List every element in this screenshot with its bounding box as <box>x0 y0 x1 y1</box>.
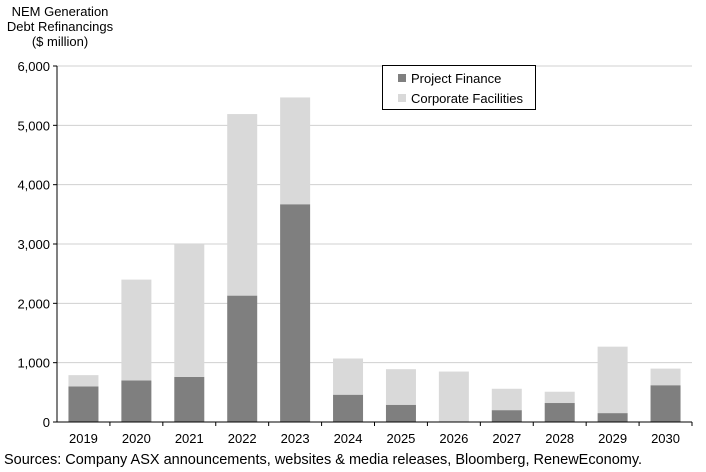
y-tick-label-1000: 1,000 <box>17 356 50 371</box>
y-tick-label-0: 0 <box>43 415 50 430</box>
x-tick-label-2024: 2024 <box>334 431 363 446</box>
x-tick-label-2023: 2023 <box>281 431 310 446</box>
y-tick-label-4000: 4,000 <box>17 178 50 193</box>
y-axis-title: NEM Generation Debt Refinancings ($ mill… <box>0 4 120 49</box>
y-axis-title-line-1: NEM Generation <box>11 4 109 19</box>
legend-item-corporate-facilities: Corporate Facilities <box>398 90 523 106</box>
bar-corporate-facilities-2022 <box>227 114 258 296</box>
y-tick-label-3000: 3,000 <box>17 237 50 252</box>
x-tick-label-2021: 2021 <box>175 431 204 446</box>
bar-project-finance-2030 <box>650 385 681 422</box>
y-tick-label-6000: 6,000 <box>17 59 50 74</box>
bar-corporate-facilities-2021 <box>174 244 205 377</box>
x-tick-label-2022: 2022 <box>228 431 257 446</box>
y-tick-label-2000: 2,000 <box>17 296 50 311</box>
bar-project-finance-2029 <box>597 413 628 422</box>
x-tick-label-2026: 2026 <box>439 431 468 446</box>
bar-project-finance-2024 <box>333 394 364 422</box>
bar-corporate-facilities-2019 <box>68 375 99 387</box>
bar-corporate-facilities-2029 <box>597 346 628 414</box>
legend-label-corporate-facilities: Corporate Facilities <box>411 90 523 106</box>
bar-corporate-facilities-2024 <box>333 358 364 395</box>
legend-label-project-finance: Project Finance <box>411 70 502 86</box>
legend-item-project-finance: Project Finance <box>398 70 501 86</box>
x-tick-label-2027: 2027 <box>492 431 521 446</box>
y-tick-label-5000: 5,000 <box>17 118 50 133</box>
bar-corporate-facilities-2020 <box>121 279 152 381</box>
bar-project-finance-2020 <box>121 380 152 422</box>
x-tick-label-2028: 2028 <box>545 431 574 446</box>
bar-project-finance-2019 <box>68 386 99 422</box>
x-tick-label-2030: 2030 <box>651 431 680 446</box>
bar-corporate-facilities-2027 <box>491 388 522 411</box>
bar-corporate-facilities-2030 <box>650 368 681 386</box>
x-tick-label-2025: 2025 <box>386 431 415 446</box>
x-tick-label-2029: 2029 <box>598 431 627 446</box>
bar-project-finance-2023 <box>280 204 311 422</box>
legend-swatch-project-finance <box>398 74 406 82</box>
bar-corporate-facilities-2025 <box>385 369 416 405</box>
source-note: Sources: Company ASX announcements, webs… <box>4 452 643 468</box>
y-axis-title-line-2: Debt Refinancings <box>6 19 114 34</box>
bar-corporate-facilities-2028 <box>544 391 575 404</box>
bar-corporate-facilities-2023 <box>280 97 311 205</box>
x-tick-label-2019: 2019 <box>69 431 98 446</box>
bar-project-finance-2022 <box>227 295 258 422</box>
bar-project-finance-2028 <box>544 403 575 422</box>
legend-swatch-corporate-facilities <box>398 94 406 102</box>
legend: Project Finance Corporate Facilities <box>382 65 536 110</box>
y-axis-title-line-3: ($ million) <box>31 34 89 49</box>
bar-project-finance-2021 <box>174 376 205 422</box>
bar-corporate-facilities-2026 <box>438 371 469 422</box>
bar-project-finance-2025 <box>385 404 416 422</box>
x-tick-label-2020: 2020 <box>122 431 151 446</box>
bar-project-finance-2027 <box>491 410 522 422</box>
